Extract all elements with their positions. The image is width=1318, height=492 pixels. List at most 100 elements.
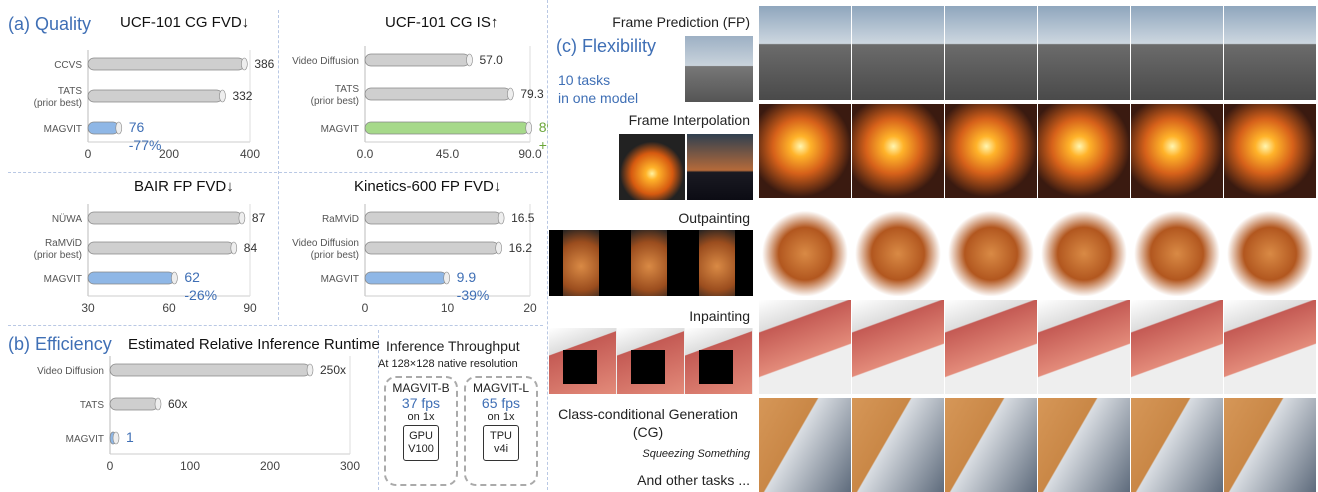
category-label: TATS <box>58 86 82 97</box>
output-frame <box>1223 104 1316 198</box>
chip-hw-2: v4i <box>493 443 509 455</box>
chip-fps: 37 fps <box>401 395 441 411</box>
output-frame <box>1037 300 1130 394</box>
improvement-label: -39% <box>457 287 490 303</box>
section-quality-title: (a) Quality <box>8 14 92 34</box>
bar <box>364 87 511 101</box>
tick-label: 0 <box>362 301 369 315</box>
output-frame <box>758 300 851 394</box>
improvement-label: +13% <box>539 137 548 153</box>
category-label: RaMViD <box>45 238 82 249</box>
output-frame <box>851 104 944 198</box>
bar-cap <box>306 363 314 377</box>
outpaint-input-strip <box>549 230 753 296</box>
gpu-icon: GPU V100 <box>403 425 439 461</box>
value-label: 386 <box>254 57 274 71</box>
divider-efficiency <box>8 325 543 326</box>
outpaint-input-frame <box>631 230 667 296</box>
category-label: TATS <box>80 400 104 411</box>
task-label-inpaint: Inpainting <box>689 308 750 324</box>
chip-hw-2: V100 <box>408 443 434 455</box>
category-label: MAGVIT <box>66 434 104 445</box>
chip-fps: 65 fps <box>481 395 521 411</box>
tick-label: 0 <box>85 147 92 161</box>
tick-label: 400 <box>240 147 260 161</box>
bar-cap <box>497 211 505 225</box>
section-efficiency-title: (b) Efficiency <box>8 334 112 354</box>
chip-on: on 1x <box>487 411 515 423</box>
inpaint-input-frame <box>549 328 616 394</box>
output-frame <box>944 104 1037 198</box>
bar <box>87 241 235 255</box>
inpaint-mask <box>631 350 665 384</box>
category-label: MAGVIT <box>321 124 359 135</box>
chip-on: on 1x <box>407 411 435 423</box>
value-label: 16.2 <box>509 241 533 255</box>
improvement-label: -26% <box>184 287 217 303</box>
fi-input-image-1 <box>619 134 685 200</box>
value-label: 76 <box>129 119 145 135</box>
bar <box>87 57 245 71</box>
category-label: (prior best) <box>311 250 359 261</box>
chart-title-bair-fvd: BAIR FP FVD↓ <box>134 178 234 195</box>
value-label: 89.3 <box>539 119 548 135</box>
tick-label: 200 <box>159 147 179 161</box>
output-frame <box>1223 202 1316 296</box>
output-frame <box>1223 6 1316 100</box>
tick-label: 90.0 <box>518 147 542 161</box>
output-frame <box>944 202 1037 296</box>
bar <box>87 211 243 225</box>
category-label: MAGVIT <box>321 274 359 285</box>
section-flexibility-title: (c) Flexibility <box>556 36 657 56</box>
output-frame <box>758 6 851 100</box>
output-frame <box>944 6 1037 100</box>
category-label: MAGVIT <box>44 124 82 135</box>
category-label: Video Diffusion <box>292 238 359 249</box>
chart-title-ucf-fvd: UCF-101 CG FVD↓ <box>120 14 250 31</box>
bar <box>364 211 502 225</box>
chart-title-runtime: Estimated Relative Inference Runtime <box>128 336 380 353</box>
flex-note-2: in one model <box>558 90 639 106</box>
category-label: Video Diffusion <box>292 56 359 67</box>
bar-cap <box>219 89 226 103</box>
bar <box>109 363 311 377</box>
tick-label: 90 <box>243 301 257 315</box>
bar-cap <box>171 271 178 285</box>
category-label: Video Diffusion <box>37 366 104 377</box>
tick-label: 20 <box>523 301 537 315</box>
bar <box>364 241 500 255</box>
output-frame <box>758 202 851 296</box>
output-frame <box>1223 398 1316 492</box>
bar <box>109 397 159 411</box>
output-frame <box>1037 104 1130 198</box>
value-label: 87 <box>252 211 266 225</box>
bar-cap <box>443 271 450 285</box>
improvement-label: -77% <box>129 137 162 153</box>
inpaint-input-frame <box>685 328 752 394</box>
value-label: 250x <box>320 363 346 377</box>
bar-cap <box>230 241 238 255</box>
category-label: (prior best) <box>311 96 359 107</box>
other-tasks-label: And other tasks ... <box>637 472 750 488</box>
bar-cap <box>466 53 473 67</box>
task-label-cg: Class-conditional Generation <box>558 406 738 422</box>
chip-hw-1: GPU <box>409 430 433 442</box>
output-frame <box>851 398 944 492</box>
category-label: (prior best) <box>34 250 82 261</box>
tick-label: 200 <box>260 459 280 473</box>
value-label: 57.0 <box>480 53 504 67</box>
fp-input-image <box>685 36 753 102</box>
value-label: 60x <box>168 397 187 411</box>
category-label: CCVS <box>54 60 82 71</box>
value-label: 84 <box>244 241 258 255</box>
bar-cap <box>495 241 502 255</box>
output-frame <box>1130 398 1223 492</box>
category-label: TATS <box>335 84 359 95</box>
output-frame <box>1223 300 1316 394</box>
output-frame <box>758 104 851 198</box>
output-frame <box>944 300 1037 394</box>
tick-label: 0.0 <box>357 147 374 161</box>
bar <box>87 89 223 103</box>
task-sub-cg: Squeezing Something <box>642 448 750 460</box>
